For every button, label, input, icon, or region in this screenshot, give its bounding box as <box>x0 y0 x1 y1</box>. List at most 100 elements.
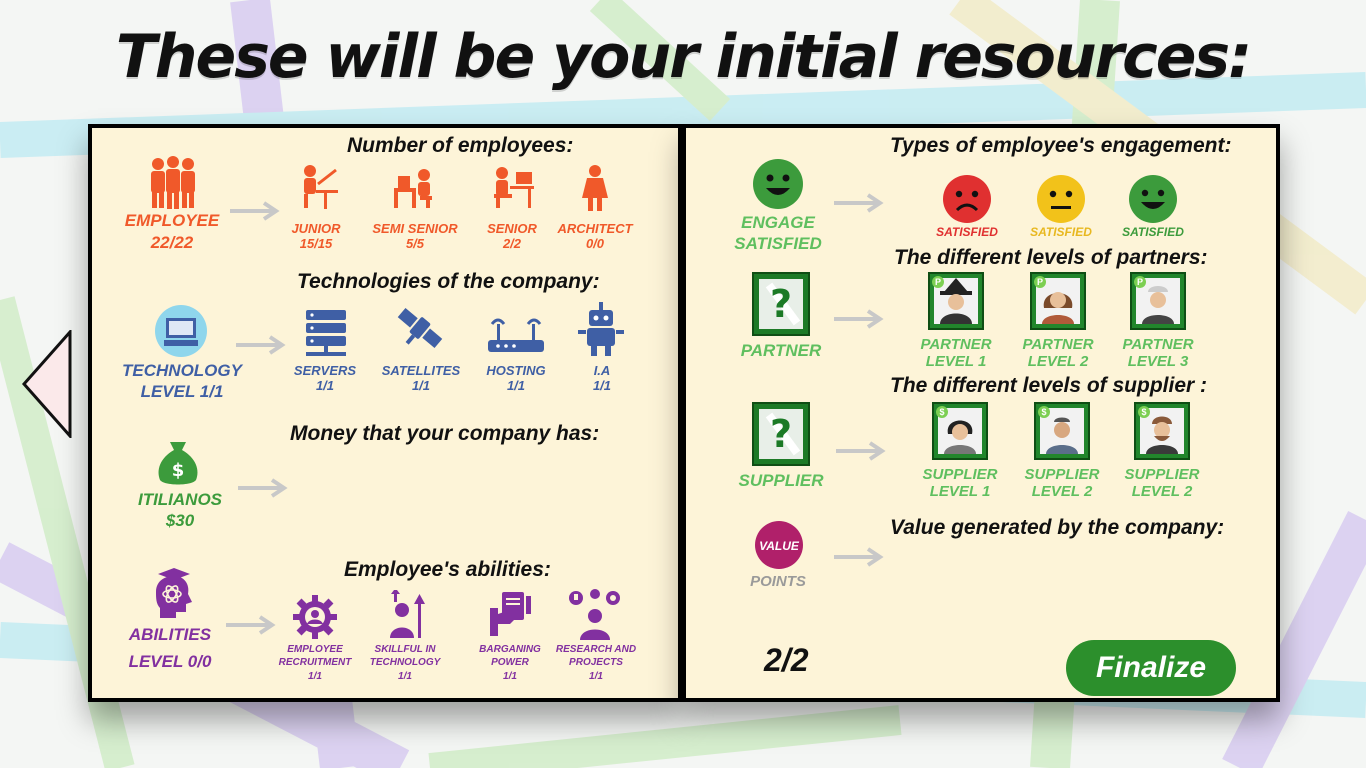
engagement-heading: Types of employee's engagement: <box>890 134 1232 157</box>
senior-desk-icon <box>494 167 534 208</box>
semi-senior-desk-icon <box>394 169 432 208</box>
page-title: These will be your initial resources: <box>115 22 1252 92</box>
neutral-face-icon <box>1037 175 1085 223</box>
partner-level-2-card: P <box>1030 272 1086 330</box>
satisfied-label: SATISFIED <box>1122 225 1184 239</box>
supplier-badge: $ <box>1038 406 1050 418</box>
architect-count: 0/0 <box>585 236 605 251</box>
supplier-level-3-label-line1: SUPPLIER <box>1124 466 1200 483</box>
employee-group-icon <box>151 156 195 209</box>
technology-computer-icon <box>155 305 207 357</box>
arrow-right-icon <box>836 441 886 461</box>
money-label: ITILIANOS <box>137 490 223 509</box>
previous-page-arrow-icon[interactable] <box>22 330 72 438</box>
technology-label: TECHNOLOGY <box>122 361 242 380</box>
partner-level-3-label-line2: LEVEL 3 <box>1127 353 1189 370</box>
partner-badge: P <box>932 276 944 288</box>
svg-text:?: ? <box>770 412 792 456</box>
engage-label-line1: ENGAGE <box>741 213 815 232</box>
value-heading: Value generated by the company: <box>890 516 1225 539</box>
tech-skill-count: 1/1 <box>398 671 412 682</box>
bargaining-label-line1: BARGANING <box>479 644 541 655</box>
arrow-right-icon <box>238 478 288 498</box>
supplier-level-2-card: $ <box>1034 402 1090 460</box>
architect-icon <box>582 165 608 211</box>
money-bag-icon: $ <box>158 442 198 485</box>
money-bag-symbol: $ <box>172 460 185 481</box>
employee-count: 22/22 <box>150 233 194 252</box>
senior-label: SENIOR <box>487 221 537 236</box>
points-label: POINTS <box>750 573 806 590</box>
arrow-right-icon <box>834 547 884 567</box>
junior-desk-icon <box>304 165 338 209</box>
supplier-avatar-3-icon <box>1140 408 1184 454</box>
supplier-level-1-label-line1: SUPPLIER <box>922 466 998 483</box>
partner-label: PARTNER <box>740 341 822 360</box>
ai-count: 1/1 <box>592 378 612 393</box>
partner-level-3-label-line1: PARTNER <box>1122 336 1194 353</box>
supplier-badge: $ <box>936 406 948 418</box>
recruitment-gear-icon <box>293 595 337 639</box>
supplier-label: SUPPLIER <box>738 471 824 490</box>
research-label-line1: RESEARCH AND <box>555 644 637 655</box>
money-amount: $30 <box>165 511 195 530</box>
satisfied-face-icon <box>1129 175 1177 223</box>
partner-badge: P <box>1134 276 1146 288</box>
finalize-button[interactable]: Finalize <box>1066 640 1236 696</box>
recruitment-label-line1: EMPLOYEE <box>287 644 343 655</box>
tech-skill-label-line1: SKILLFUL IN <box>374 644 436 655</box>
arrow-right-icon <box>230 201 280 221</box>
money-heading: Money that your company has: <box>290 422 600 445</box>
engage-label-line2: SATISFIED <box>734 234 822 253</box>
supplier-level-3-label-line2: LEVEL 2 <box>1131 483 1193 500</box>
value-points-icon: VALUE <box>755 521 803 569</box>
abilities-label: ABILITIES <box>128 625 212 644</box>
bargaining-handshake-icon <box>490 592 531 636</box>
question-mark-icon: ? <box>765 412 801 456</box>
supplier-level-2-label-line2: LEVEL 2 <box>1031 483 1093 500</box>
svg-text:?: ? <box>770 282 792 326</box>
employees-heading: Number of employees: <box>347 134 574 157</box>
servers-count: 1/1 <box>315 378 335 393</box>
bargaining-count: 1/1 <box>503 671 517 682</box>
abilities-heading: Employee's abilities: <box>344 558 551 581</box>
partner-level-1-label-line1: PARTNER <box>920 336 992 353</box>
left-resource-panel: Number of employees: EMPLOYEE 22/22 JUNI… <box>88 124 682 702</box>
servers-label: SERVERS <box>293 363 357 378</box>
suppliers-heading: The different levels of supplier : <box>890 374 1208 397</box>
neutral-label: SATISFIED <box>1030 225 1092 239</box>
question-mark-icon: ? <box>765 282 801 326</box>
unsatisfied-face-icon <box>943 175 991 223</box>
research-count: 1/1 <box>589 671 603 682</box>
arrow-right-icon <box>236 335 286 355</box>
abilities-level: LEVEL 0/0 <box>128 652 212 671</box>
semi-senior-count: 5/5 <box>405 236 425 251</box>
senior-count: 2/2 <box>502 236 522 251</box>
page-indicator: 2/2 <box>764 642 809 678</box>
ai-robot-icon <box>578 302 624 356</box>
research-label-line2: PROJECTS <box>569 657 623 668</box>
arrow-right-icon <box>834 193 884 213</box>
recruitment-label-line2: RECRUITMENT <box>278 657 352 668</box>
tech-skill-person-icon <box>390 590 425 638</box>
partner-level-2-label-line1: PARTNER <box>1022 336 1094 353</box>
partner-badge: P <box>1034 276 1046 288</box>
hosting-count: 1/1 <box>506 378 526 393</box>
partners-heading: The different levels of partners: <box>894 246 1208 269</box>
technology-heading: Technologies of the company: <box>297 270 600 293</box>
bargaining-label-line2: POWER <box>491 657 529 668</box>
satellites-count: 1/1 <box>411 378 431 393</box>
engage-happy-face-icon <box>753 159 803 209</box>
tech-skill-label-line2: TECHNOLOGY <box>369 657 441 668</box>
satellite-icon <box>397 307 443 349</box>
supplier-card-question: ? <box>752 402 810 466</box>
employee-label: EMPLOYEE <box>124 211 220 230</box>
partner-level-1-label-line2: LEVEL 1 <box>925 353 987 370</box>
supplier-level-1-label-line2: LEVEL 1 <box>929 483 991 500</box>
unsatisfied-label: SATISFIED <box>936 225 998 239</box>
arrow-right-icon <box>226 615 276 635</box>
partner-card-question: ? <box>752 272 810 336</box>
technology-level: LEVEL 1/1 <box>140 382 224 401</box>
partner-level-2-label-line2: LEVEL 2 <box>1027 353 1089 370</box>
right-resource-panel: Types of employee's engagement: ENGAGE S… <box>682 124 1280 702</box>
